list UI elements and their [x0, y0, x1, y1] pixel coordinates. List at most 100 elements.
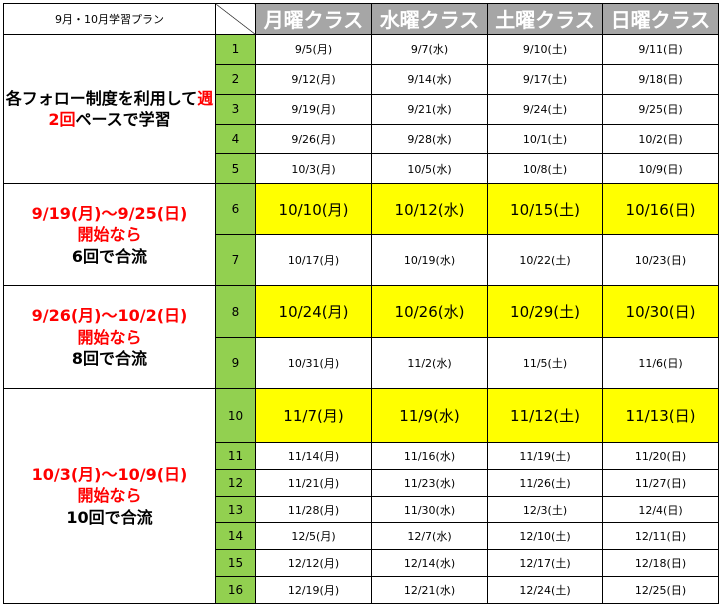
date-cell-highlight: 10/15(土)	[487, 183, 603, 235]
date-cell-highlight: 10/12(水)	[371, 183, 488, 235]
lesson-number: 14	[215, 522, 256, 551]
lesson-number: 2	[215, 63, 256, 95]
date-cell: 10/2(日)	[602, 123, 719, 155]
date-cell: 9/21(水)	[371, 93, 488, 125]
group-note-start-0919: 9/19(月)～9/25(日) 開始なら 6回で合流	[3, 183, 216, 287]
date-cell: 9/25(日)	[602, 93, 719, 125]
date-cell: 12/5(月)	[255, 522, 372, 551]
date-cell: 11/30(水)	[371, 495, 488, 524]
date-cell: 9/28(水)	[371, 123, 488, 155]
date-cell: 11/23(水)	[371, 468, 488, 497]
date-cell: 12/24(土)	[487, 576, 603, 604]
lesson-number: 3	[215, 93, 256, 125]
lesson-number: 13	[215, 495, 256, 524]
date-cell-highlight: 10/16(日)	[602, 183, 719, 235]
group-period: 10/3(月)～10/9(日)	[31, 464, 188, 484]
group-start-label: 開始なら	[77, 327, 142, 347]
lesson-number: 9	[215, 336, 256, 390]
lesson-number: 8	[215, 285, 256, 338]
group-note-text-after: ペースで学習	[75, 110, 171, 130]
lesson-number: 16	[215, 576, 256, 604]
date-cell: 11/28(月)	[255, 495, 372, 524]
class-header-monday: 月曜クラス	[255, 3, 372, 35]
date-cell-highlight: 11/9(水)	[371, 388, 488, 444]
date-cell: 12/12(月)	[255, 549, 372, 578]
group-start-label: 開始なら	[77, 486, 142, 506]
group-merge-label: 8回で合流	[71, 349, 148, 369]
date-cell: 11/2(水)	[371, 336, 488, 390]
date-cell: 9/10(土)	[487, 33, 603, 65]
date-cell: 11/20(日)	[602, 442, 719, 470]
date-cell: 12/19(月)	[255, 576, 372, 604]
date-cell-highlight: 11/7(月)	[255, 388, 372, 444]
date-cell: 11/21(月)	[255, 468, 372, 497]
date-cell: 9/26(月)	[255, 123, 372, 155]
date-cell: 9/19(月)	[255, 93, 372, 125]
lesson-number: 1	[215, 33, 256, 65]
group-note-biweekly: 各フォロー制度を利用して週2回ペースで学習	[3, 33, 216, 185]
date-cell: 11/27(日)	[602, 468, 719, 497]
table-title: 9月・10月学習プラン	[3, 3, 216, 35]
lesson-number: 4	[215, 123, 256, 155]
date-cell: 11/26(土)	[487, 468, 603, 497]
date-cell: 9/11(日)	[602, 33, 719, 65]
lesson-number: 7	[215, 233, 256, 287]
date-cell: 11/5(土)	[487, 336, 603, 390]
lesson-number: 10	[215, 388, 256, 444]
date-cell: 12/18(日)	[602, 549, 719, 578]
date-cell: 10/19(水)	[371, 233, 488, 287]
date-cell: 9/17(土)	[487, 63, 603, 95]
group-merge-label: 6回で合流	[71, 246, 148, 266]
date-cell: 12/3(土)	[487, 495, 603, 524]
group-period: 9/19(月)～9/25(日)	[31, 203, 188, 223]
date-cell: 9/5(月)	[255, 33, 372, 65]
group-start-label: 開始なら	[77, 225, 142, 245]
date-cell-highlight: 10/10(月)	[255, 183, 372, 235]
date-cell: 10/17(月)	[255, 233, 372, 287]
date-cell: 12/10(土)	[487, 522, 603, 551]
date-cell: 10/23(日)	[602, 233, 719, 287]
lesson-number: 11	[215, 442, 256, 470]
date-cell: 10/22(土)	[487, 233, 603, 287]
lesson-number: 12	[215, 468, 256, 497]
date-cell: 10/5(水)	[371, 153, 488, 185]
date-cell: 12/25(日)	[602, 576, 719, 604]
date-cell: 11/19(土)	[487, 442, 603, 470]
date-cell: 12/17(土)	[487, 549, 603, 578]
date-cell: 12/11(日)	[602, 522, 719, 551]
group-merge-label: 10回で合流	[66, 508, 153, 528]
lesson-number: 15	[215, 549, 256, 578]
date-cell: 9/7(水)	[371, 33, 488, 65]
date-cell: 9/14(水)	[371, 63, 488, 95]
date-cell-highlight: 10/26(水)	[371, 285, 488, 338]
date-cell-highlight: 10/29(土)	[487, 285, 603, 338]
date-cell: 9/12(月)	[255, 63, 372, 95]
schedule-table: 9月・10月学習プラン 月曜クラス 水曜クラス 土曜クラス 日曜クラス 各フォロ…	[3, 3, 719, 604]
group-note-start-1003: 10/3(月)～10/9(日) 開始なら 10回で合流	[3, 388, 216, 604]
date-cell-highlight: 10/24(月)	[255, 285, 372, 338]
class-header-wednesday: 水曜クラス	[371, 3, 488, 35]
group-note-text-before: 各フォロー制度を利用して	[5, 88, 198, 108]
date-cell: 12/21(水)	[371, 576, 488, 604]
date-cell-highlight: 11/12(土)	[487, 388, 603, 444]
lesson-number: 6	[215, 183, 256, 235]
date-cell-highlight: 11/13(日)	[602, 388, 719, 444]
class-header-saturday: 土曜クラス	[487, 3, 603, 35]
date-cell: 9/24(土)	[487, 93, 603, 125]
corner-diagonal-cell	[215, 3, 256, 35]
date-cell: 11/16(水)	[371, 442, 488, 470]
date-cell: 11/6(日)	[602, 336, 719, 390]
date-cell: 10/31(月)	[255, 336, 372, 390]
group-period: 9/26(月)～10/2(日)	[31, 306, 188, 326]
date-cell: 10/1(土)	[487, 123, 603, 155]
group-note-start-0926: 9/26(月)～10/2(日) 開始なら 8回で合流	[3, 285, 216, 390]
date-cell: 12/14(水)	[371, 549, 488, 578]
class-header-sunday: 日曜クラス	[602, 3, 719, 35]
group-note-highlight: 週2回	[48, 88, 214, 130]
date-cell: 10/8(土)	[487, 153, 603, 185]
date-cell-highlight: 10/30(日)	[602, 285, 719, 338]
date-cell: 12/7(水)	[371, 522, 488, 551]
lesson-number: 5	[215, 153, 256, 185]
date-cell: 12/4(日)	[602, 495, 719, 524]
date-cell: 11/14(月)	[255, 442, 372, 470]
